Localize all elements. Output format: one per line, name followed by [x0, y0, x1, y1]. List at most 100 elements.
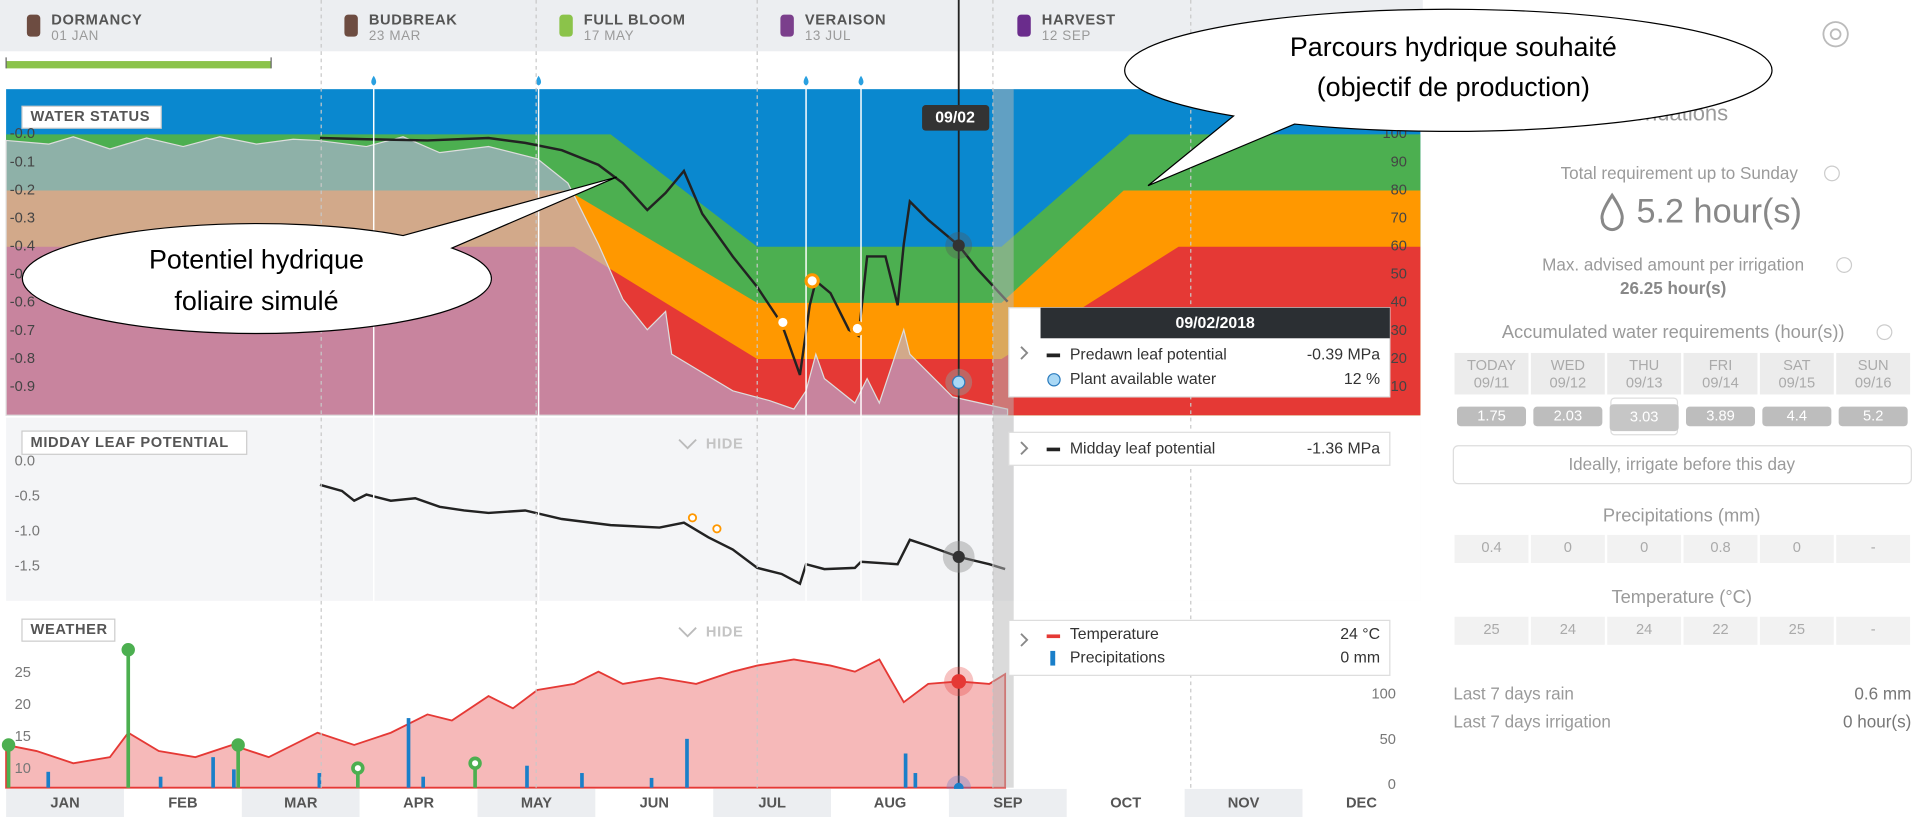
month-cell — [241, 788, 360, 817]
day-pill — [1686, 406, 1756, 427]
info-icon[interactable] — [1836, 257, 1853, 273]
irrigation-drops — [371, 75, 864, 86]
precip-cell — [1836, 534, 1911, 563]
temp-cell — [1836, 616, 1911, 645]
irrigate-note-box — [1452, 445, 1912, 485]
day-pill — [1838, 406, 1908, 427]
precip-value: 0 — [1640, 540, 1648, 556]
simulated-area — [5, 136, 1009, 416]
day-header — [1836, 352, 1911, 395]
hide-chevron[interactable] — [678, 627, 697, 638]
hide-button[interactable]: HIDE — [706, 436, 743, 452]
stage-name: FULL BLOOM — [584, 13, 686, 29]
info-icon[interactable] — [1876, 324, 1893, 341]
callout-text: (objectif de production) — [1317, 72, 1590, 102]
dormancy-limits — [5, 57, 272, 69]
month-label: AUG — [874, 795, 907, 811]
tooltip-label: Plant available water — [1070, 371, 1217, 388]
stage-icon — [559, 14, 573, 37]
month-cell — [1302, 788, 1421, 817]
settings-icon[interactable] — [1822, 21, 1849, 48]
tooltip-value: -1.36 MPa — [1307, 441, 1380, 458]
callout-bubble — [1124, 8, 1773, 187]
stage-icon — [1017, 14, 1031, 37]
irrigation-label: Last 7 days irrigation — [1453, 712, 1611, 731]
expand-chevron[interactable] — [1020, 346, 1029, 647]
precip-bars — [46, 718, 918, 788]
day-date: 09/14 — [1702, 375, 1739, 391]
month-cell — [595, 788, 714, 817]
precip-value: - — [1871, 540, 1876, 556]
midday-line — [319, 483, 1006, 586]
temp-cell — [1683, 616, 1758, 645]
tooltip-label: Precipitations — [1070, 649, 1165, 666]
stage-icon — [344, 14, 358, 37]
day-value: 4.4 — [1787, 408, 1807, 424]
y2-tick-label: 60 — [1391, 239, 1407, 255]
month-label: JAN — [50, 795, 79, 811]
total-label: Total requirement up to Sunday — [1561, 164, 1799, 183]
stage-icon — [26, 14, 41, 37]
precip-title: Precipitations (mm) — [1603, 504, 1761, 525]
y-tick-label: -1.5 — [15, 559, 40, 575]
month-label: FEB — [168, 795, 197, 811]
irrigation-value: 0 hour(s) — [1843, 712, 1911, 731]
tooltip-date: 09/02/2018 — [1176, 315, 1256, 332]
hide-chevron[interactable] — [678, 438, 697, 450]
day-value: 1.75 — [1477, 408, 1506, 424]
day-name: SUN — [1858, 358, 1889, 374]
precip-value: 0 — [1564, 540, 1572, 556]
y2-tick-label: 50 — [1391, 267, 1407, 283]
precip-cell — [1759, 534, 1834, 563]
y2-tick-label: 20 — [1391, 351, 1407, 367]
hide-button[interactable]: HIDE — [706, 624, 743, 640]
y-tick-label: -0.4 — [10, 239, 35, 255]
day-header — [1607, 352, 1682, 395]
month-cell — [477, 788, 596, 817]
y-tick-label: -0.0 — [10, 126, 35, 142]
stage-date: 17 MAY — [584, 28, 634, 43]
y2-tick-label: 80 — [1391, 182, 1407, 198]
tooltip-header — [1040, 307, 1390, 339]
y-tick-label: 25 — [15, 665, 31, 681]
day-name: FRI — [1709, 358, 1733, 374]
stage-name: VERAISON — [805, 13, 886, 29]
month-cell — [948, 788, 1067, 817]
precip-cell — [1530, 534, 1605, 563]
rain-value: 0.6 mm — [1854, 684, 1911, 703]
month-label: MAR — [284, 795, 318, 811]
y2-tick-label: 10 — [1391, 379, 1407, 395]
day-date: 09/15 — [1779, 375, 1816, 391]
stage-date: 12 SEP — [1042, 28, 1091, 43]
temp-value: 25 — [1483, 622, 1499, 638]
tooltip-label: Predawn leaf potential — [1070, 347, 1227, 364]
y-tick-label: 10 — [15, 761, 31, 777]
day-date: 09/11 — [1474, 375, 1510, 391]
y2-tick-label: 100 — [1372, 687, 1396, 703]
precip-value: 0 — [1793, 540, 1801, 556]
precip-value: 0.8 — [1710, 540, 1730, 556]
day-name: SAT — [1783, 358, 1810, 374]
tooltip-label: Temperature — [1070, 626, 1159, 643]
y-tick-label: -0.9 — [10, 379, 35, 395]
y-tick-label: -0.8 — [10, 351, 35, 367]
month-label: SEP — [993, 795, 1023, 811]
tooltip — [1008, 619, 1391, 676]
y2-tick-label: 30 — [1391, 323, 1407, 339]
y-tick-label: -0.7 — [10, 323, 35, 339]
month-cell — [713, 788, 832, 817]
precip-value: 0.4 — [1481, 540, 1501, 556]
tooltip-value: 0 mm — [1340, 649, 1380, 666]
day-value: 3.03 — [1630, 410, 1659, 426]
month-label: NOV — [1228, 795, 1260, 811]
day-value: 3.89 — [1706, 408, 1735, 424]
info-icon[interactable] — [1824, 165, 1840, 182]
cursor-band — [992, 89, 1014, 788]
y-tick-label: 15 — [15, 729, 31, 745]
title-box — [21, 105, 162, 129]
stage-icon — [780, 14, 794, 37]
irrigate-note: Ideally, irrigate before this day — [1568, 455, 1795, 474]
month-label: DEC — [1346, 795, 1377, 811]
drop-icon — [1600, 192, 1624, 232]
legend-bar — [1050, 650, 1056, 666]
